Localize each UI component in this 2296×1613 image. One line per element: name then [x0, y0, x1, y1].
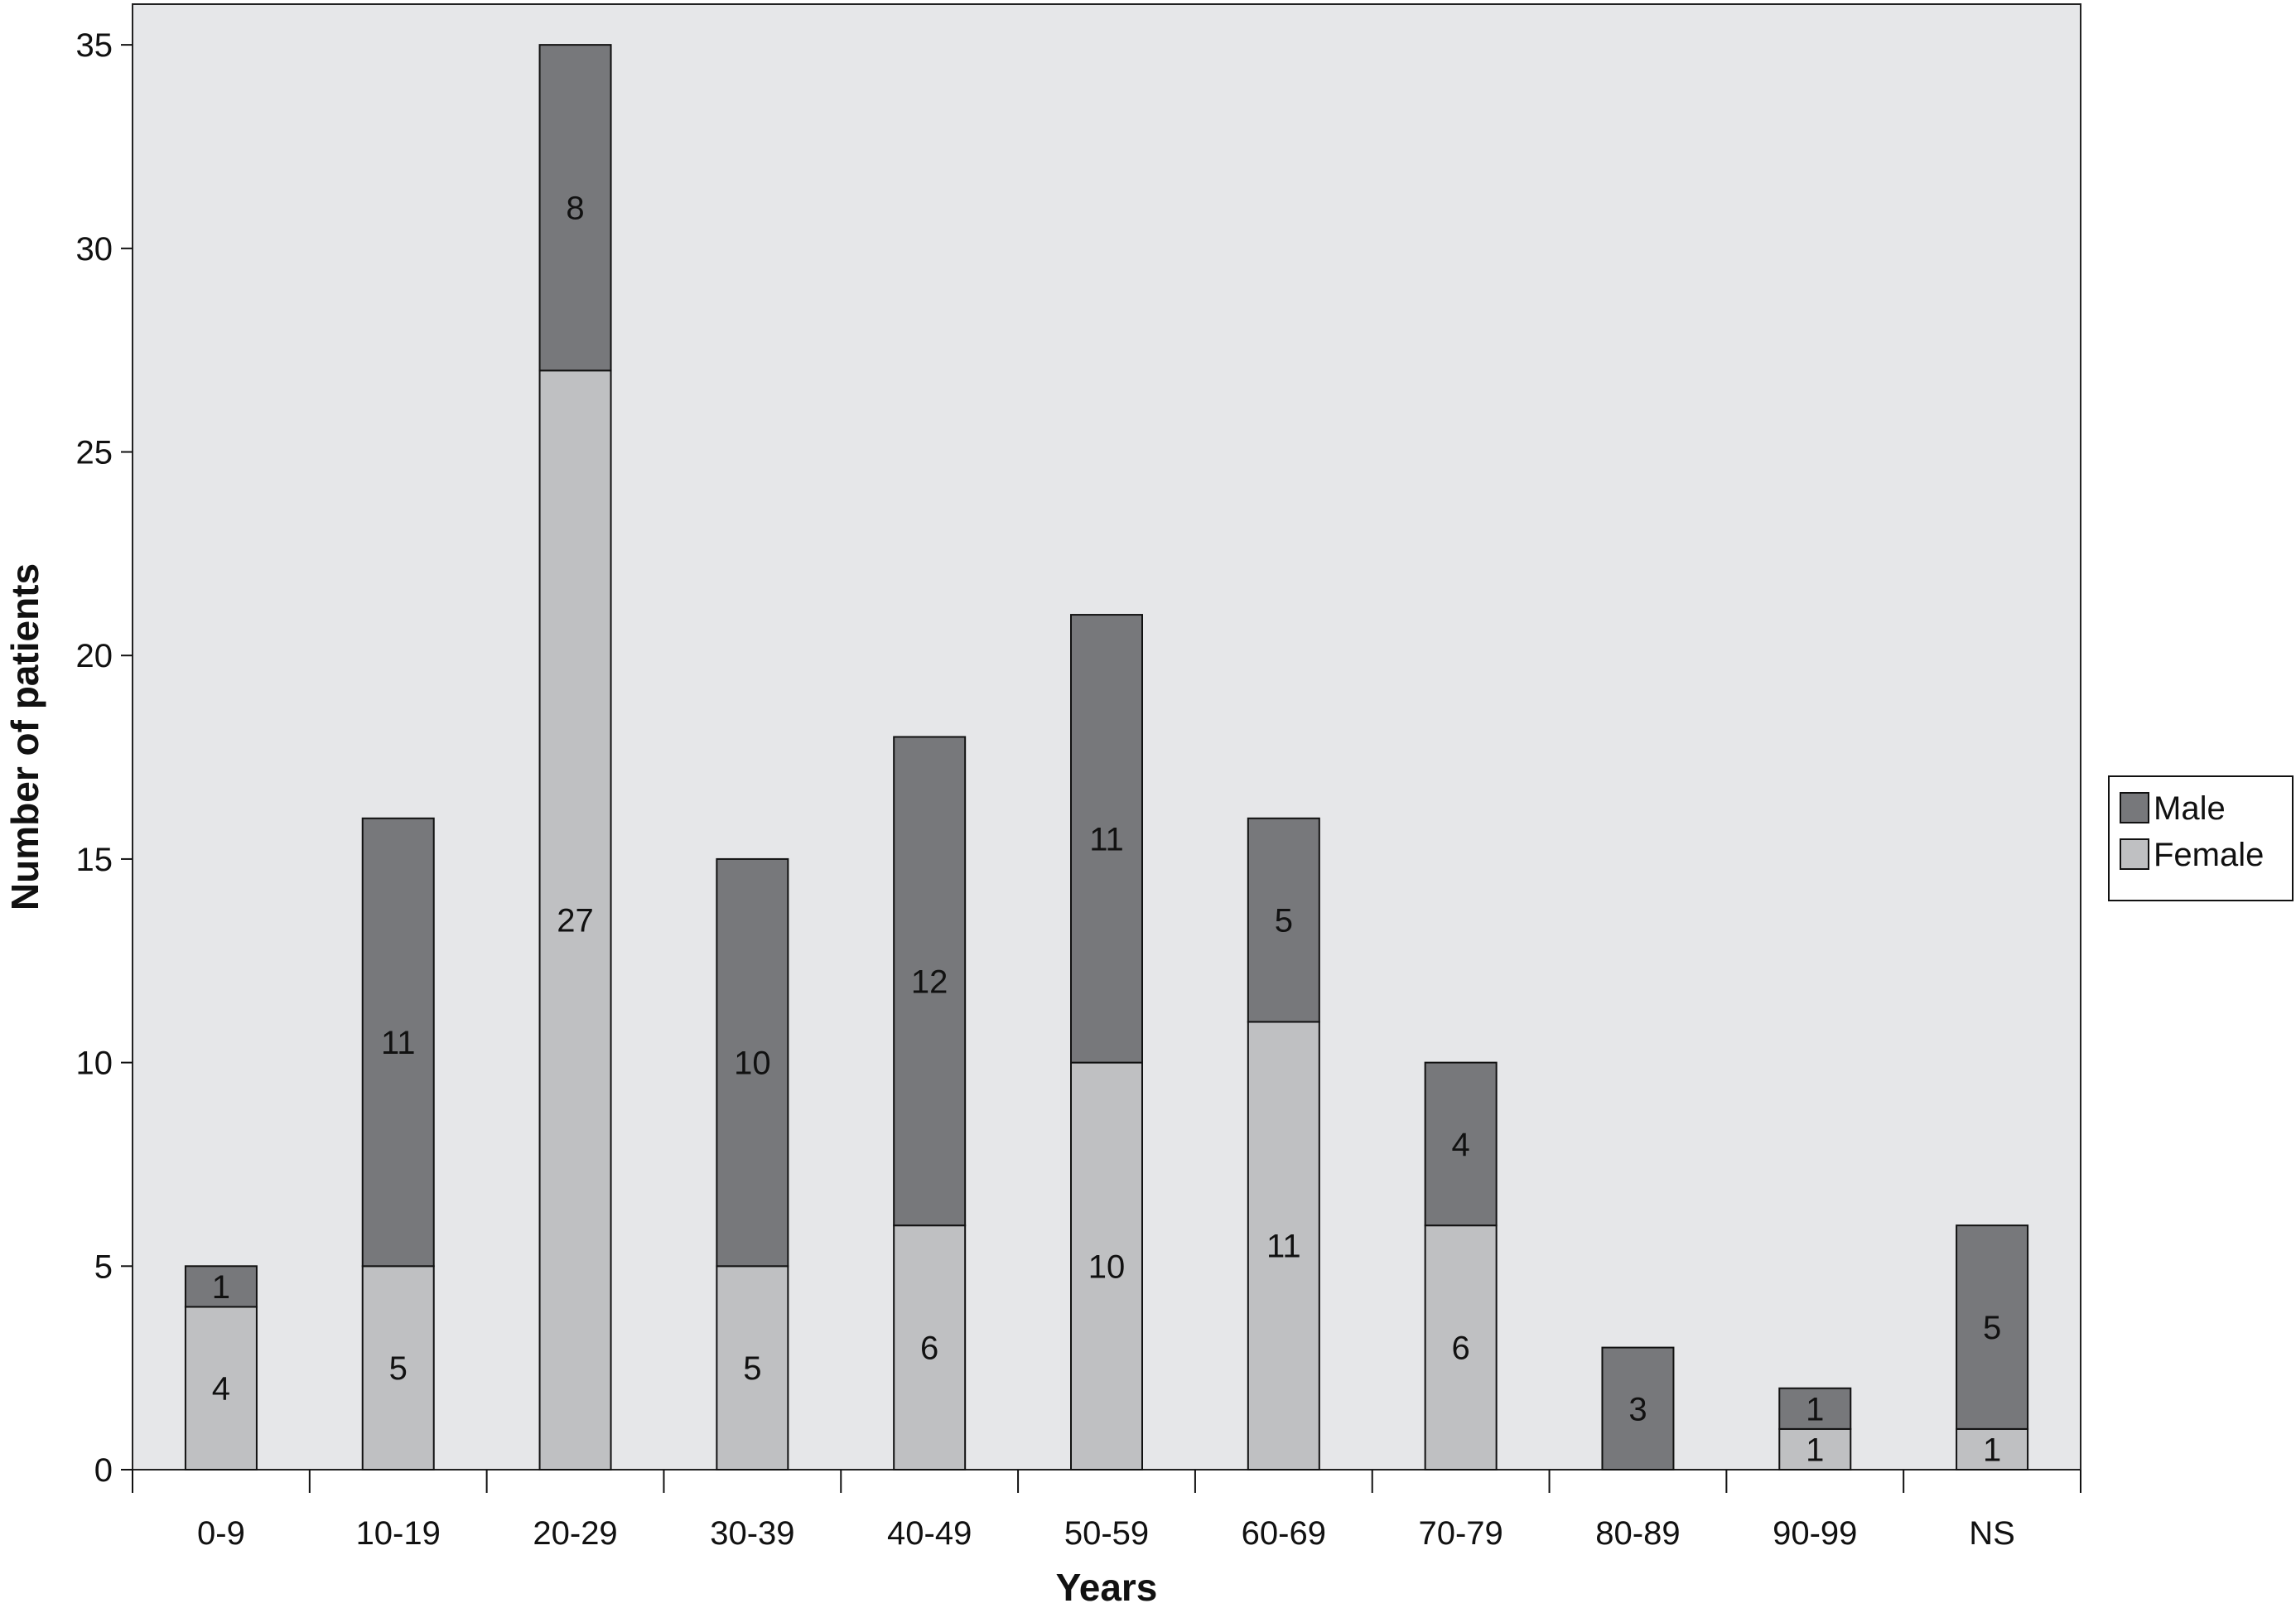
data-label-male-70-79: 4	[1452, 1127, 1470, 1163]
y-tick-label: 30	[76, 231, 113, 268]
data-label-female-30-39: 5	[743, 1350, 761, 1387]
bar-male-60-69	[1247, 817, 1320, 1023]
data-label-male-50-59: 11	[1089, 821, 1124, 857]
data-label-female-0-9: 4	[212, 1371, 230, 1408]
x-axis-title: Years	[1056, 1566, 1158, 1609]
data-label-female-10-19: 5	[389, 1350, 408, 1387]
bars-layer: 41511278510612101111564031115	[184, 44, 2029, 1475]
x-tick-label-NS: NS	[1969, 1515, 2015, 1552]
y-tick-label: 15	[76, 842, 113, 878]
bar-male-30-39	[716, 857, 789, 1268]
y-tick-label: 5	[94, 1248, 113, 1285]
bar-male-70-79	[1424, 1061, 1498, 1227]
data-label-female-NS: 1	[1983, 1432, 2001, 1468]
legend: Male Female	[2108, 775, 2294, 901]
x-tick-label-40-49: 40-49	[887, 1515, 972, 1552]
data-label-female-90-99: 1	[1806, 1432, 1824, 1468]
data-label-male-80-89: 3	[1628, 1391, 1647, 1427]
data-label-male-90-99: 1	[1806, 1391, 1824, 1427]
data-label-male-30-39: 10	[734, 1046, 771, 1082]
y-tick-label: 0	[94, 1452, 113, 1489]
x-tick-label-20-29: 20-29	[533, 1515, 617, 1552]
data-label-female-40-49: 6	[920, 1330, 938, 1367]
bar-female-70-79	[1424, 1224, 1498, 1471]
bar-male-0-9	[184, 1265, 258, 1308]
data-label-male-0-9: 1	[212, 1269, 230, 1306]
bar-male-10-19	[361, 817, 435, 1268]
bar-male-80-89	[1601, 1346, 1675, 1471]
y-axis-title: Number of patients	[3, 563, 46, 910]
data-label-male-40-49: 12	[911, 963, 948, 1000]
legend-label-male: Male	[2154, 790, 2226, 827]
x-tick-label-50-59: 50-59	[1064, 1515, 1149, 1552]
y-tick-label: 10	[76, 1046, 113, 1082]
data-label-male-60-69: 5	[1275, 903, 1293, 939]
bar-female-60-69	[1247, 1021, 1320, 1471]
y-tick-label: 35	[76, 27, 113, 64]
data-label-female-60-69: 11	[1266, 1229, 1301, 1265]
y-tick-label: 25	[76, 435, 113, 471]
legend-label-female: Female	[2154, 837, 2264, 873]
bar-male-NS	[1956, 1224, 2029, 1430]
data-label-female-20-29: 27	[557, 903, 594, 939]
x-tick-label-60-69: 60-69	[1242, 1515, 1326, 1552]
bar-male-50-59	[1070, 614, 1143, 1064]
bar-male-90-99	[1778, 1387, 1852, 1430]
x-tick-label-70-79: 70-79	[1418, 1515, 1503, 1552]
x-tick-label-10-19: 10-19	[356, 1515, 441, 1552]
x-tick-label-90-99: 90-99	[1773, 1515, 1857, 1552]
data-label-male-10-19: 11	[381, 1025, 416, 1061]
legend-swatch-female	[2120, 838, 2149, 870]
bar-male-20-29	[538, 44, 612, 372]
legend-swatch-male	[2120, 792, 2149, 823]
x-tick-label-80-89: 80-89	[1595, 1515, 1680, 1552]
data-label-female-50-59: 10	[1088, 1248, 1126, 1285]
bar-female-0-9	[184, 1306, 258, 1471]
bar-female-NS	[1956, 1427, 2029, 1471]
data-label-male-20-29: 8	[566, 191, 584, 227]
bar-male-40-49	[893, 736, 967, 1227]
data-label-male-NS: 5	[1983, 1310, 2001, 1346]
data-label-female-70-79: 6	[1452, 1330, 1470, 1367]
y-tick-label: 20	[76, 638, 113, 674]
x-tick-label-0-9: 0-9	[197, 1515, 245, 1552]
x-tick-label-30-39: 30-39	[710, 1515, 794, 1552]
bar-female-50-59	[1070, 1061, 1143, 1471]
